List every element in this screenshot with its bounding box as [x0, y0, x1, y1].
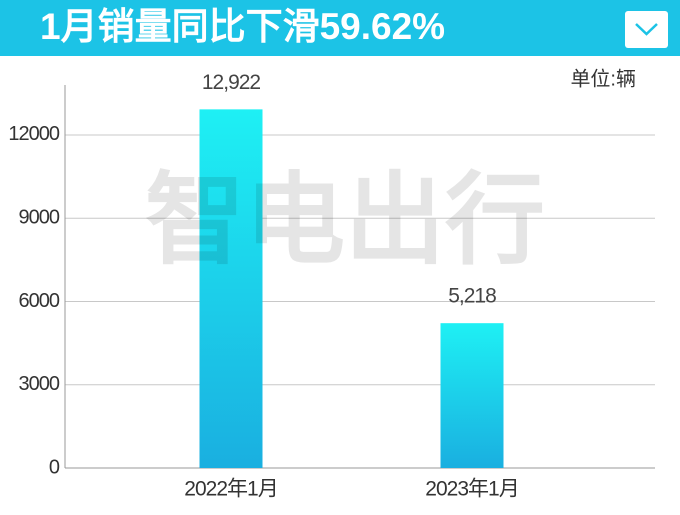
x-tick-label: 2023年1月: [425, 478, 518, 501]
bar: [199, 109, 263, 469]
value-label: 12,922: [202, 71, 261, 94]
unit-label: 单位:辆: [570, 67, 636, 90]
title-banner: [0, 0, 680, 56]
y-tick-label: 12000: [8, 123, 59, 145]
y-tick-label: 3000: [19, 373, 60, 395]
y-tick-label: 0: [49, 456, 60, 478]
dropdown-chevron[interactable]: [635, 23, 658, 36]
chart-title: 1月销量同比下滑59.62%: [40, 6, 445, 47]
watermark: 智电出行: [145, 164, 545, 276]
y-tick-label: 6000: [19, 290, 60, 312]
bar: [440, 323, 504, 468]
x-tick-label: 2022年1月: [184, 478, 277, 501]
value-label: 5,218: [448, 285, 496, 308]
dropdown-box[interactable]: [625, 11, 668, 48]
y-tick-label: 9000: [19, 206, 60, 228]
dropdown-button[interactable]: [625, 11, 668, 48]
